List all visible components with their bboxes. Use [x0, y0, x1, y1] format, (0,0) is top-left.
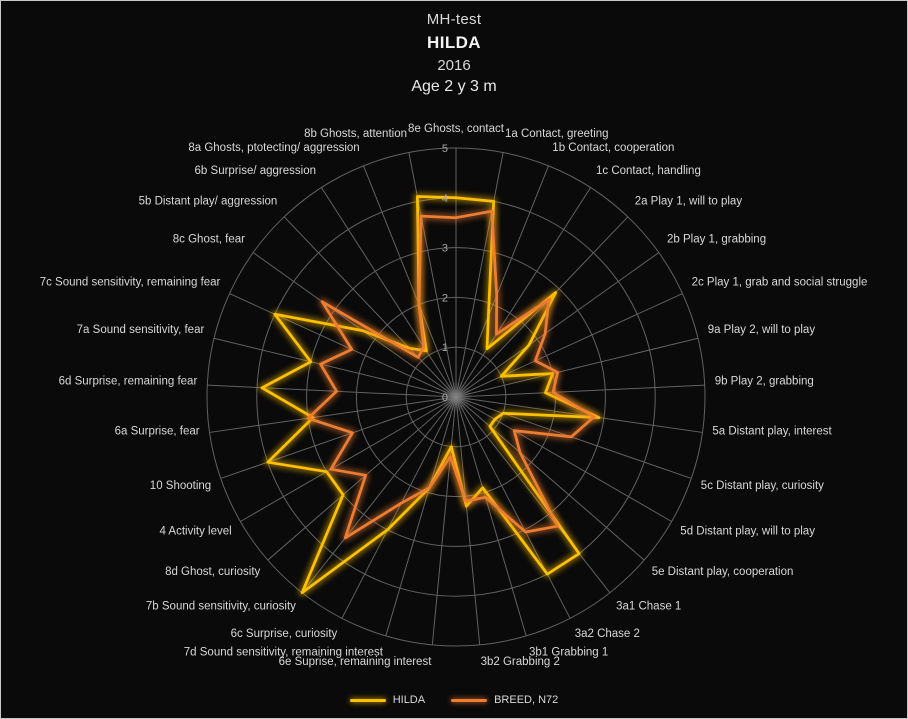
axis-label: 8c Ghost, fear: [173, 233, 245, 245]
chart-title-dog-name: HILDA: [427, 33, 481, 52]
axis-label: 2a Play 1, will to play: [635, 196, 743, 208]
axis-label: 6e Suprise, remaining interest: [279, 656, 433, 668]
series-line-hilda: [260, 195, 601, 595]
axis-label: 4 Activity level: [159, 526, 231, 538]
axis-label: 7b Sound sensitivity, curiosity: [146, 601, 296, 613]
radar-spoke: [455, 337, 699, 398]
axis-label: 8d Ghost, curiosity: [165, 566, 260, 578]
radar-spoke: [455, 252, 660, 398]
radar-ring: [405, 346, 507, 448]
radar-hub: [440, 381, 472, 413]
legend-item-hilda: HILDA: [349, 694, 426, 706]
legend-item-breed: BREED, N72: [451, 694, 558, 706]
radial-tick-label: 2: [442, 292, 448, 304]
radar-spoke: [455, 293, 683, 398]
legend-swatch-breed: [451, 698, 488, 702]
radial-tick-label: 1: [442, 342, 448, 354]
axis-label: 10 Shooting: [150, 480, 211, 492]
axis-label: 8e Ghosts, contact: [408, 123, 505, 135]
radar-axis-labels: 0 1 2 3 4 5 8e Ghosts, contact 1a Contact, gree…: [40, 123, 868, 668]
axis-label: 3b2 Grabbing 2: [481, 656, 560, 668]
radar-spoke: [283, 216, 457, 398]
chart-title-test-name: MH-test: [426, 11, 482, 28]
axis-label: 6d Surprise, remaining fear: [59, 376, 198, 388]
radar-spoke: [455, 396, 527, 637]
axis-label: 9a Play 2, will to play: [708, 324, 816, 336]
radar-spoke: [455, 384, 705, 398]
axis-label: 7a Sound sensitivity, fear: [77, 324, 205, 336]
radial-tick-label: 0: [442, 392, 448, 404]
legend-swatch-hilda: [349, 698, 386, 702]
radar-spoke: [301, 396, 457, 594]
chart-title-year: 2016: [437, 57, 471, 74]
radar-spoke: [320, 187, 457, 398]
axis-label: 2b Play 1, grabbing: [667, 233, 766, 245]
axis-label: 1a Contact, greeting: [505, 128, 609, 140]
radar-series: [258, 193, 603, 597]
axis-label: 1c Contact, handling: [596, 165, 701, 177]
axis-label: 3b1 Grabbing 1: [529, 646, 608, 658]
chart-title-age: Age 2 y 3 m: [411, 78, 497, 95]
legend-label-breed: BREED, N72: [494, 694, 559, 706]
axis-label: 5e Distant play, cooperation: [652, 566, 794, 578]
radar-spoke: [240, 396, 457, 522]
axis-label: 8a Ghosts, ptotecting/ aggression: [188, 142, 359, 154]
radar-spoke: [209, 396, 457, 433]
axis-label: 5a Distant play, interest: [712, 425, 832, 437]
axis-label: 7c Sound sensitivity, remaining fear: [40, 277, 221, 289]
axis-label: 8b Ghosts, attention: [304, 128, 407, 140]
axis-label: 6b Surprise/ aggression: [195, 165, 316, 177]
radar-spoke: [431, 396, 457, 645]
radar-spoke: [385, 396, 457, 637]
axis-label: 5c Distant play, curiosity: [701, 480, 824, 492]
axis-label: 2c Play 1, grab and social struggle: [692, 277, 868, 289]
radar-spoke: [455, 396, 645, 561]
radar-spoke: [455, 187, 592, 398]
axis-label: 5d Distant play, will to play: [680, 526, 815, 538]
axis-label: 7d Sound sensitivity, remaining interest: [184, 646, 384, 658]
chart-title-block: MH-test HILDA 2016 Age 2 y 3 m: [1, 11, 907, 96]
radar-spoke: [455, 152, 504, 398]
chart-legend: HILDA BREED, N72: [1, 694, 907, 706]
radar-spoke: [229, 293, 457, 398]
radar-spoke: [455, 165, 550, 398]
radar-spoke: [213, 337, 457, 398]
radial-tick-label: 5: [442, 143, 448, 155]
radar-spoke: [207, 384, 457, 398]
series-line-breed: [306, 209, 596, 540]
radar-ring: [206, 147, 706, 647]
axis-label: 6a Surprise, fear: [115, 425, 200, 437]
radial-tick-label: 4: [442, 193, 448, 205]
radar-spoke: [455, 396, 571, 619]
radial-tick-label: 3: [442, 243, 448, 255]
radar-spoke: [252, 252, 457, 398]
radar-spoke: [455, 396, 611, 594]
axis-label: 3a1 Chase 1: [616, 601, 681, 613]
legend-label-hilda: HILDA: [392, 694, 426, 706]
axis-label: 6c Surprise, curiosity: [231, 628, 338, 640]
axis-label: 3a2 Chase 2: [575, 628, 640, 640]
radar-spoke: [220, 396, 457, 479]
radar-spoke: [455, 396, 481, 645]
axis-label: 9b Play 2, grabbing: [715, 376, 814, 388]
radar-ring: [306, 247, 606, 547]
axis-label: 5b Distant play/ aggression: [139, 196, 278, 208]
radar-spoke: [362, 165, 457, 398]
axis-label: 1b Contact, cooperation: [552, 142, 674, 154]
